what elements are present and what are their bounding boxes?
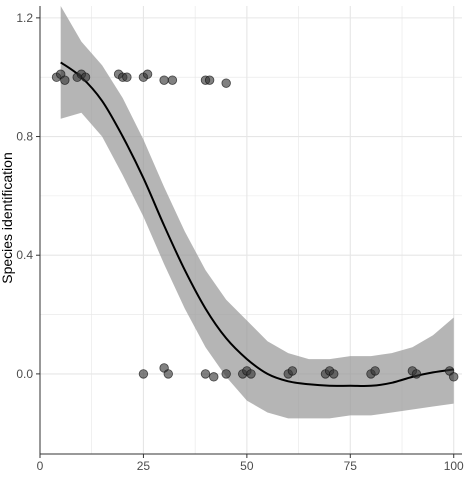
data-point <box>80 72 91 82</box>
data-point <box>221 78 231 88</box>
data-point <box>122 72 132 82</box>
data-point <box>209 372 219 382</box>
tick-labels: 0 25 50 75 100 0.0 0.4 0.8 1.2 <box>16 11 464 473</box>
data-point <box>370 366 380 376</box>
data-point <box>159 75 169 85</box>
points-layer <box>51 69 459 382</box>
data-point <box>163 369 173 379</box>
y-tick-label: 0.0 <box>16 367 33 381</box>
data-point <box>167 75 178 85</box>
y-axis-label: Species identification <box>0 152 15 284</box>
confidence-band-layer <box>60 6 454 419</box>
axes <box>39 6 462 455</box>
confidence-band <box>60 6 454 419</box>
x-tick-label: 25 <box>137 459 151 473</box>
x-tick-label: 50 <box>240 459 254 473</box>
x-tick-label: 75 <box>344 459 358 473</box>
data-point <box>287 366 298 376</box>
data-point <box>138 369 149 379</box>
data-point <box>329 369 339 379</box>
smooth-line <box>60 61 454 388</box>
data-point <box>449 372 459 382</box>
x-tick-label: 0 <box>37 459 44 473</box>
data-point <box>246 369 256 379</box>
smooth-line-layer <box>60 61 454 388</box>
data-point <box>200 369 211 379</box>
data-point <box>411 369 422 379</box>
data-point <box>142 69 153 79</box>
data-point <box>204 75 215 85</box>
y-tick-label: 0.4 <box>16 248 33 262</box>
y-tick-label: 0.8 <box>16 130 33 144</box>
data-point <box>60 75 70 85</box>
x-tick-label: 100 <box>444 459 464 473</box>
data-point <box>221 369 231 379</box>
y-tick-label: 1.2 <box>16 11 33 25</box>
